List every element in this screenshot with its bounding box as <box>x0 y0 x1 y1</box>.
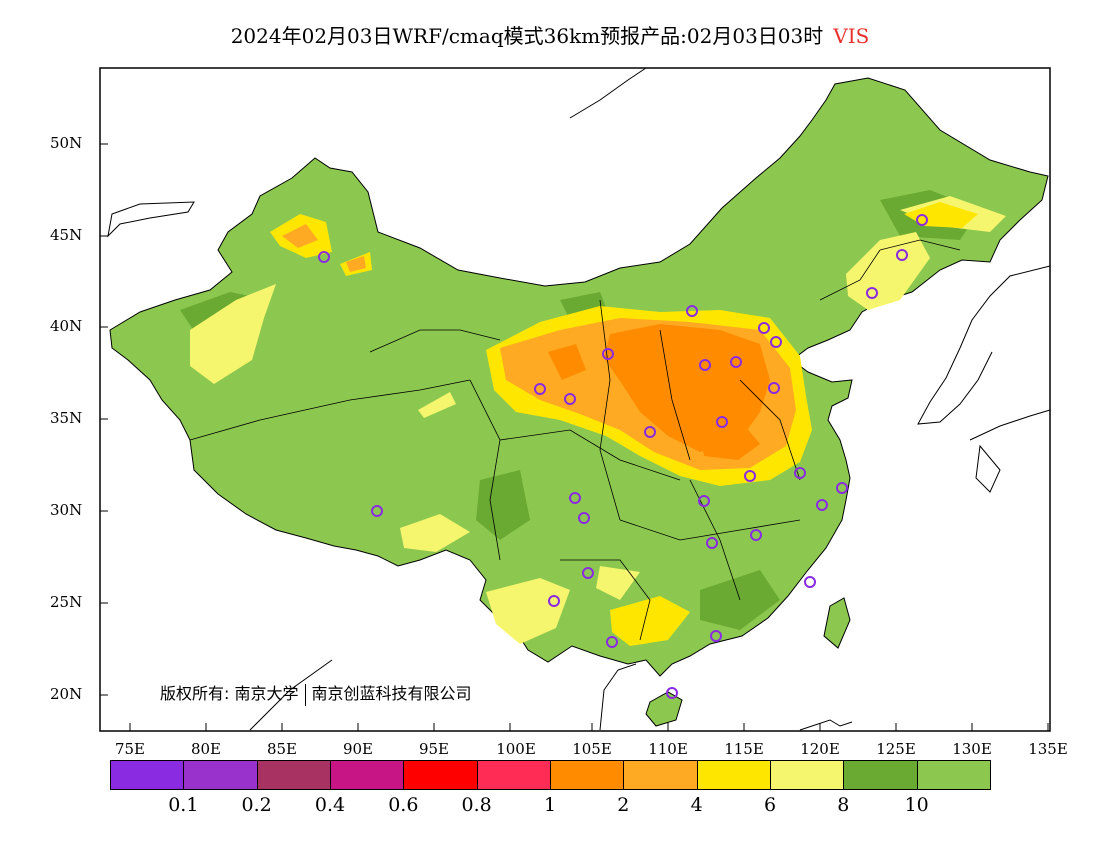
copyright-prefix: 版权所有: <box>160 684 230 703</box>
colorbar-label: 0.4 <box>314 794 346 816</box>
copyright-divider <box>304 683 306 706</box>
lon-label: 75E <box>114 740 146 758</box>
station-marker <box>710 630 722 642</box>
station-marker <box>866 287 878 299</box>
colorbar-label: 1 <box>543 794 557 816</box>
light-yellow-areas <box>190 196 1006 644</box>
station-marker <box>686 305 698 317</box>
station-marker <box>606 636 618 648</box>
lon-label: 100E <box>496 740 536 758</box>
colorbar-label: 10 <box>904 794 929 816</box>
lat-ticks <box>100 143 108 696</box>
variable-label: VIS <box>833 24 870 48</box>
station-marker <box>318 251 330 263</box>
station-marker <box>548 595 560 607</box>
station-marker <box>770 336 782 348</box>
station-marker <box>836 482 848 494</box>
plot-frame <box>99 67 1051 732</box>
station-marker <box>602 348 614 360</box>
lat-label: 40N <box>50 317 83 335</box>
station-marker <box>804 576 816 588</box>
colorbar-swatch <box>476 760 551 790</box>
station-marker <box>706 537 718 549</box>
copyright-org-1: 南京大学 <box>234 684 299 703</box>
station-marker <box>716 416 728 428</box>
colorbar-swatch <box>403 760 478 790</box>
lon-ticks <box>129 723 1049 731</box>
colorbar-swatch <box>183 760 258 790</box>
lon-label: 85E <box>266 740 298 758</box>
lon-label: 105E <box>572 740 612 758</box>
colorbar-swatch <box>696 760 771 790</box>
lon-label: 80E <box>190 740 222 758</box>
colorbar-swatch <box>916 760 991 790</box>
station-marker <box>534 383 546 395</box>
lon-label: 120E <box>800 740 840 758</box>
station-marker <box>794 467 806 479</box>
colorbar-label: 0.2 <box>241 794 272 816</box>
station-marker <box>699 359 711 371</box>
station-marker <box>730 356 742 368</box>
lat-label: 45N <box>50 226 83 244</box>
station-marker <box>371 505 383 517</box>
lon-label: 110E <box>648 740 688 758</box>
station-marker <box>768 382 780 394</box>
province-borders <box>189 239 961 641</box>
lat-label: 50N <box>50 134 83 152</box>
lat-label: 35N <box>50 409 83 427</box>
colorbar-label: 2 <box>617 794 630 816</box>
station-marker <box>816 499 828 511</box>
station-marker <box>569 492 581 504</box>
station-marker <box>744 470 756 482</box>
colorbar-label: 4 <box>690 794 703 816</box>
lon-label: 90E <box>342 740 374 758</box>
lat-label: 20N <box>50 685 83 703</box>
colorbar-swatch <box>770 760 845 790</box>
copyright-notice: 版权所有: 南京大学 南京创蓝科技有限公司 <box>160 680 472 706</box>
colorbar-swatch <box>110 760 185 790</box>
colorbar-label: 0.6 <box>388 794 419 816</box>
station-markers <box>318 214 928 699</box>
title-text: 2024年02月03日WRF/cmaq模式36km预报产品:02月03日03时 <box>230 24 824 48</box>
station-marker <box>758 322 770 334</box>
taiwan-island <box>823 597 851 649</box>
lon-label: 95E <box>418 740 450 758</box>
lon-label: 130E <box>952 740 992 758</box>
station-marker <box>896 249 908 261</box>
station-marker <box>644 426 656 438</box>
copyright-org-2: 南京创蓝科技有限公司 <box>311 684 472 703</box>
lon-label: 135E <box>1028 740 1068 758</box>
station-marker <box>666 687 678 699</box>
colorbar-label: 0.1 <box>168 794 199 816</box>
colorbar-swatch <box>623 760 698 790</box>
station-marker <box>698 495 710 507</box>
station-marker <box>564 393 576 405</box>
colorbar-swatch <box>256 760 331 790</box>
station-marker <box>582 567 594 579</box>
colorbar-label: 6 <box>763 794 777 816</box>
station-marker <box>578 512 590 524</box>
colorbar-swatch <box>550 760 625 790</box>
neighbor-coastlines <box>107 67 1051 731</box>
colorbar-label: 0.8 <box>461 794 492 816</box>
orange-areas <box>548 324 770 460</box>
lat-label: 25N <box>50 593 83 611</box>
station-marker <box>916 214 928 226</box>
colorbar-swatch <box>330 760 405 790</box>
lon-label: 115E <box>724 740 764 758</box>
lon-label: 125E <box>876 740 916 758</box>
station-marker <box>750 529 762 541</box>
map-title: 2024年02月03日WRF/cmaq模式36km预报产品:02月03日03时 V… <box>0 20 1100 49</box>
colorbar-label: 8 <box>837 794 850 816</box>
lat-label: 30N <box>50 501 83 519</box>
colorbar-swatch <box>843 760 918 790</box>
